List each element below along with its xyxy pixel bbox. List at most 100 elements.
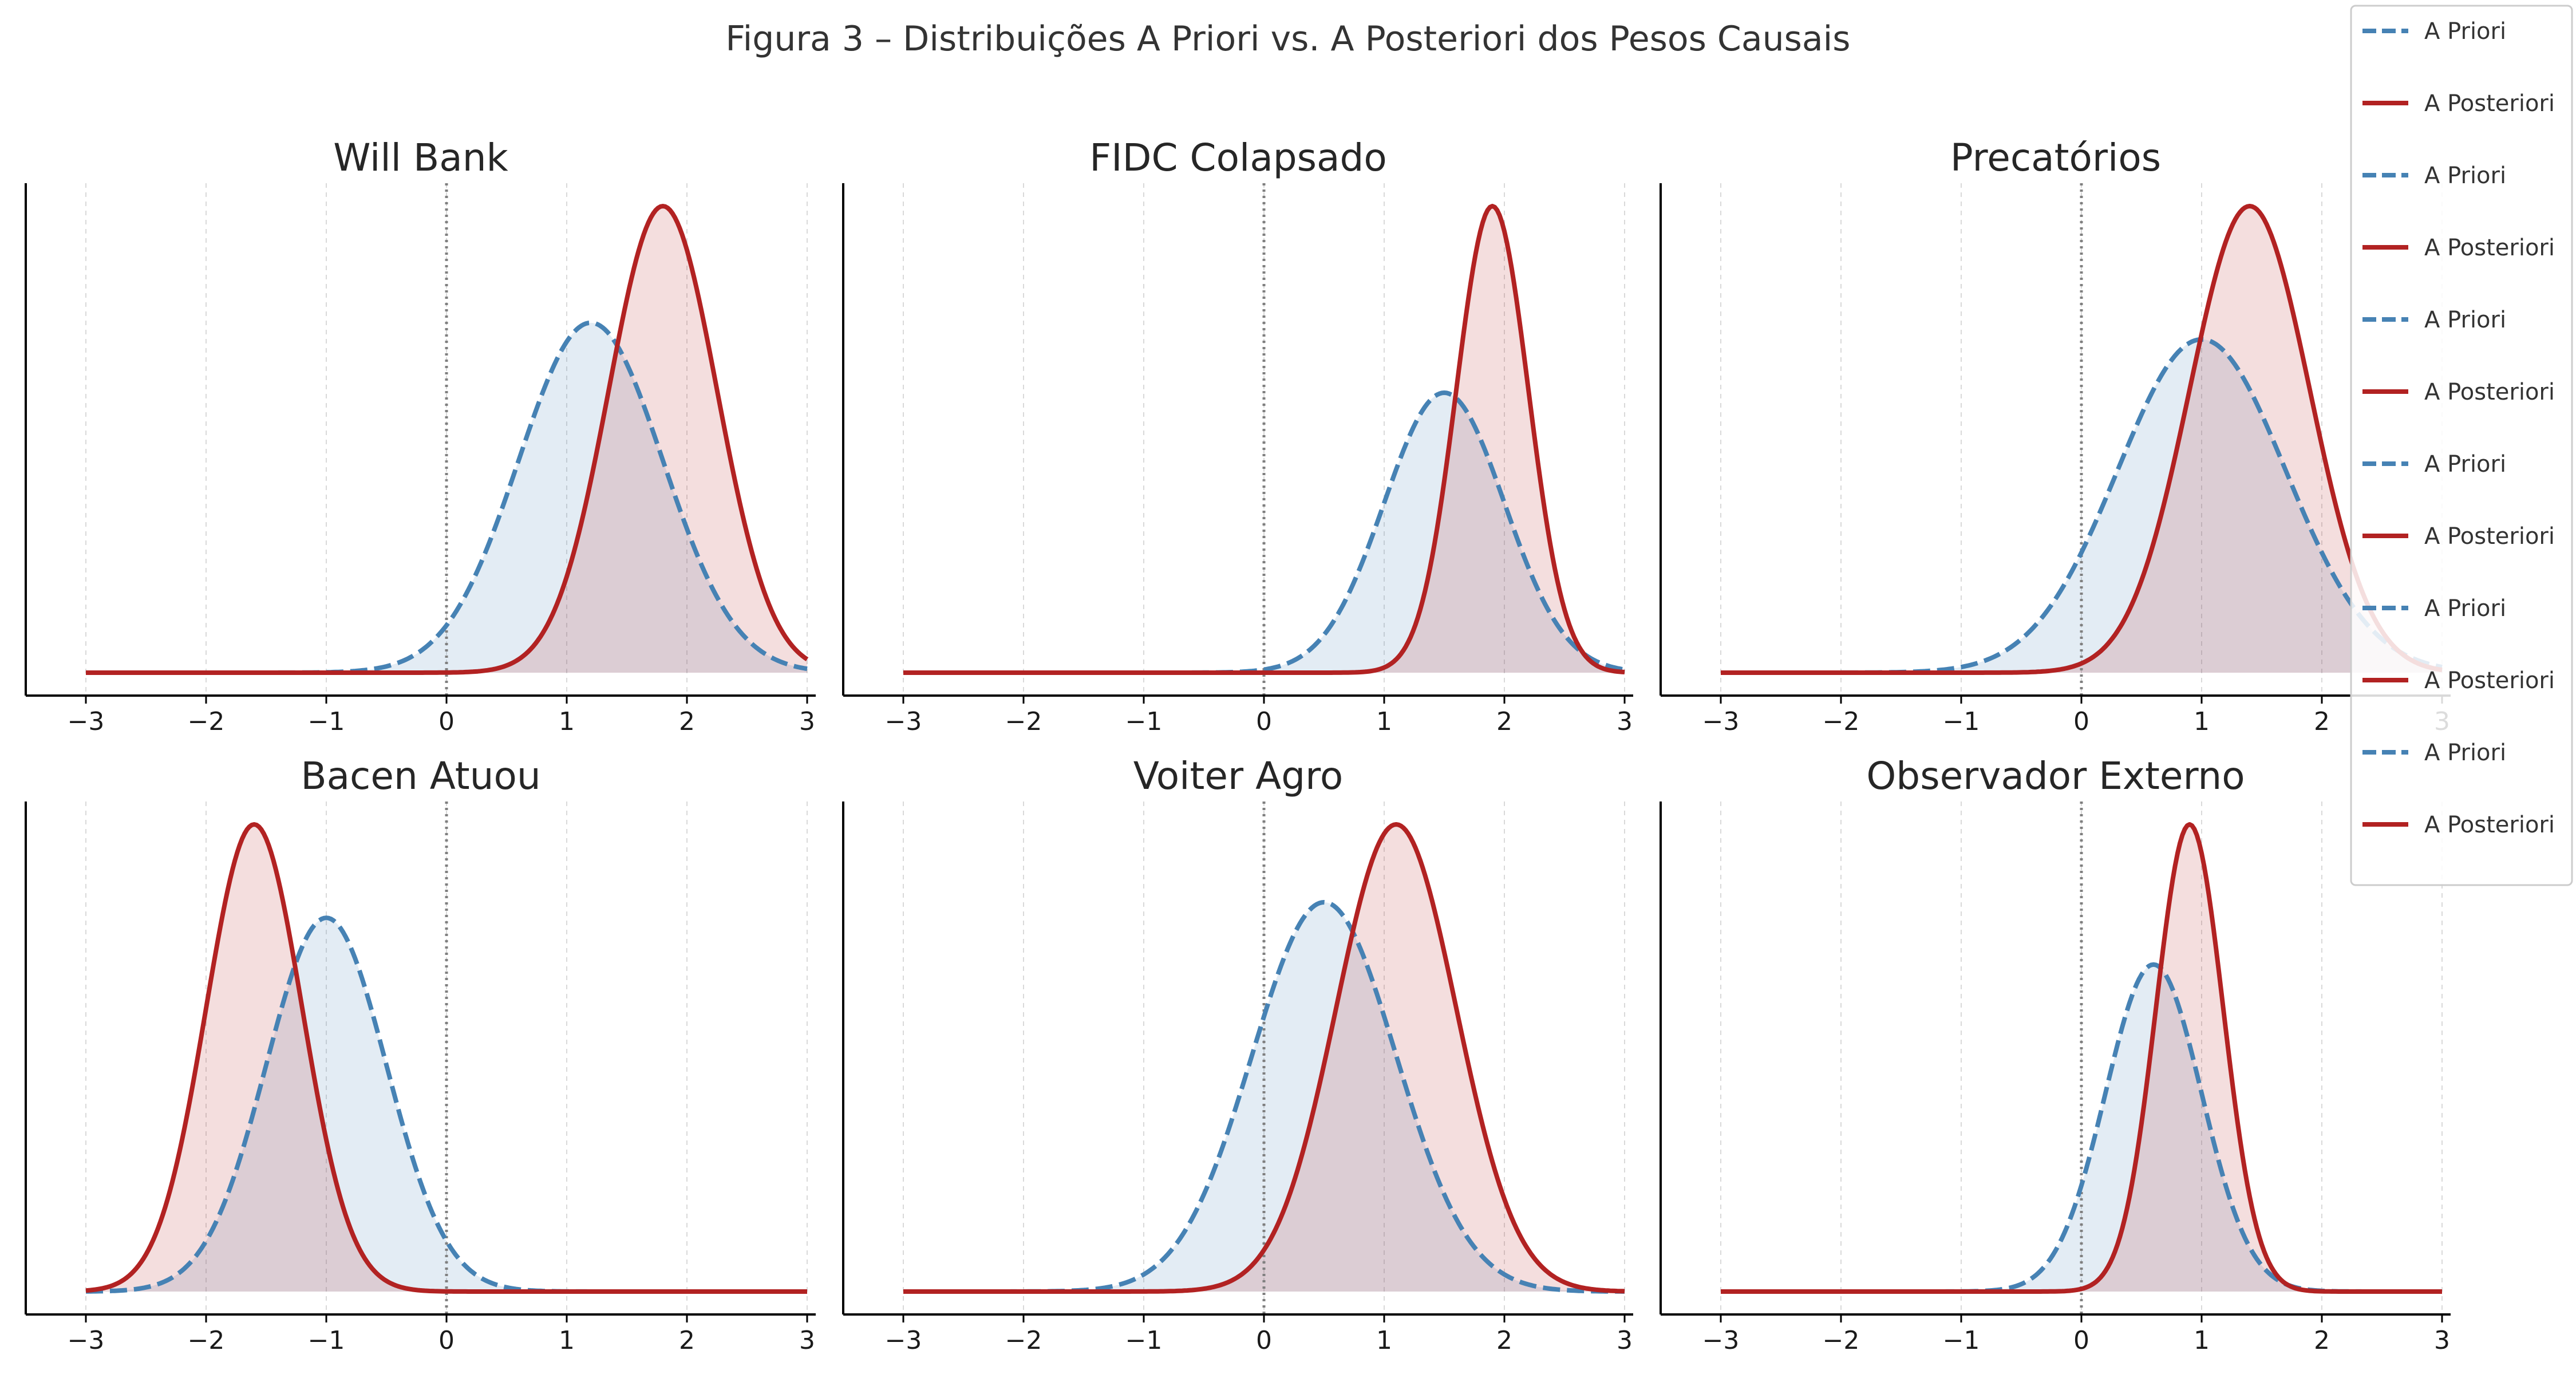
posterior-curve — [86, 204, 809, 675]
legend-entry: A Posteriori — [2362, 668, 2555, 694]
subplot-5: −3 −2 −1 0 1 2 3 Voiter Agro — [842, 754, 1633, 1355]
posterior-area — [86, 206, 807, 673]
subplot-title: Observador Externo — [1866, 754, 2245, 798]
subplot-3: −3−2−10123Precatórios — [1660, 136, 2451, 736]
legend-label: A Priori — [2424, 740, 2506, 766]
legend-label: A Priori — [2424, 307, 2506, 333]
x-tick-label: 3 — [2434, 1326, 2450, 1355]
x-tick-label: −1 — [1125, 1326, 1163, 1355]
x-tick-label: 2 — [1496, 1326, 1512, 1355]
subplot-title: FIDC Colapsado — [1089, 136, 1387, 180]
prior-area — [1721, 339, 2442, 673]
subplot-grid: −3 −2 −1 0 1 2 3 Will Bank −3 −2 −1 0 1 2 3 FIDC Colaps… — [25, 136, 2451, 1355]
posterior-area — [86, 824, 807, 1292]
posterior-area — [903, 206, 1625, 673]
posterior-curve — [1721, 822, 2442, 1294]
x-tick-label: 2 — [679, 1326, 695, 1355]
x-tick-label: 3 — [799, 1326, 815, 1355]
legend-label: A Posteriori — [2424, 235, 2555, 261]
prior-area — [86, 918, 807, 1292]
posterior-area — [903, 824, 1625, 1292]
legend-entry: A Posteriori — [2362, 812, 2555, 838]
x-tick-label: −3 — [885, 1326, 922, 1355]
legend-entry: A Posteriori — [2362, 235, 2555, 261]
posterior-curve — [85, 822, 807, 1294]
x-tick-label: −1 — [308, 707, 345, 736]
x-tick-label: 1 — [559, 1326, 575, 1355]
x-tick-label: 0 — [1256, 1326, 1272, 1355]
legend-label: A Priori — [2424, 163, 2506, 189]
posterior-curve — [903, 822, 1625, 1294]
x-tick-label: 0 — [438, 707, 455, 736]
x-tick-label: −3 — [1702, 1326, 1740, 1355]
legend-entry: A Posteriori — [2362, 379, 2555, 405]
legend-label: A Posteriori — [2424, 379, 2555, 405]
subplot-1: −3 −2 −1 0 1 2 3 Will Bank — [25, 136, 816, 736]
prior-area — [903, 902, 1625, 1292]
legend-entry: A Priori — [2362, 163, 2506, 189]
x-tick-label: 0 — [1256, 707, 1272, 736]
x-tick-label: 1 — [2194, 707, 2210, 736]
x-tick-label: 2 — [2314, 1326, 2330, 1355]
x-tick-label: 1 — [559, 707, 575, 736]
x-tick-label: 3 — [799, 707, 815, 736]
legend-entry: A Priori — [2362, 18, 2506, 45]
x-tick-label: −1 — [1125, 707, 1163, 736]
x-tick-label: 3 — [1617, 707, 1633, 736]
legend-label: A Priori — [2424, 595, 2506, 622]
x-tick-label: 0 — [2073, 1326, 2089, 1355]
posterior-area — [1721, 206, 2442, 673]
subplot-6: −3 −2 −1 0 1 2 3 Observador Externo — [1660, 754, 2451, 1355]
legend-label: A Priori — [2424, 451, 2506, 477]
x-tick-label: −3 — [68, 1326, 105, 1355]
legend: A Priori A Posteriori A Priori A Posteriori… — [2350, 5, 2573, 886]
subplot-title: Precatórios — [1950, 136, 2161, 180]
figure-title: Figura 3 – Distribuições A Priori vs. A … — [725, 19, 1850, 59]
x-tick-label: −1 — [1943, 1326, 1980, 1355]
subplot-title: Bacen Atuou — [301, 754, 540, 798]
subplot-title: Will Bank — [333, 136, 508, 180]
subplot-2: −3 −2 −1 0 1 2 3 FIDC Colapsado — [842, 136, 1633, 736]
legend-label: A Posteriori — [2424, 90, 2555, 117]
legend-entry: A Priori — [2362, 595, 2506, 622]
legend-entry: A Posteriori — [2362, 90, 2555, 117]
x-tick-label: −3 — [1702, 707, 1740, 736]
subplot-4: −3 −2 −1 0 1 2 3 Bacen Atuou — [25, 754, 816, 1355]
x-tick-label: −1 — [308, 1326, 345, 1355]
legend-label: A Posteriori — [2424, 668, 2555, 694]
x-tick-label: 3 — [1617, 1326, 1633, 1355]
x-tick-label: −3 — [885, 707, 922, 736]
x-tick-label: −2 — [188, 1326, 225, 1355]
legend-entry: A Priori — [2362, 451, 2506, 477]
legend-label: A Posteriori — [2424, 523, 2555, 550]
x-tick-label: 0 — [438, 1326, 455, 1355]
x-tick-label: −2 — [1005, 1326, 1042, 1355]
subplot-title: Voiter Agro — [1133, 754, 1343, 798]
legend-entry: A Priori — [2362, 740, 2506, 766]
legend-entry: A Posteriori — [2362, 523, 2555, 550]
legend-label: A Posteriori — [2424, 812, 2555, 838]
posterior-curve — [1721, 204, 2443, 675]
x-tick-label: −1 — [1943, 707, 1980, 736]
x-tick-label: 2 — [1496, 707, 1512, 736]
x-tick-label: −2 — [1005, 707, 1042, 736]
x-tick-label: 1 — [1376, 1326, 1392, 1355]
prior-area — [86, 322, 807, 673]
prior-area — [903, 393, 1625, 673]
x-tick-label: 0 — [2073, 707, 2089, 736]
posterior-curve — [903, 204, 1625, 675]
legend-frame — [2350, 5, 2573, 886]
x-tick-label: 1 — [2194, 1326, 2210, 1355]
legend-entry: A Priori — [2362, 307, 2506, 333]
x-tick-label: −2 — [1823, 707, 1860, 736]
x-tick-label: 2 — [679, 707, 695, 736]
x-tick-label: −2 — [1823, 1326, 1860, 1355]
legend-label: A Priori — [2424, 18, 2506, 45]
x-tick-label: 2 — [2314, 707, 2330, 736]
x-tick-label: 1 — [1376, 707, 1392, 736]
prior-area — [1721, 964, 2442, 1292]
x-tick-label: −2 — [188, 707, 225, 736]
x-tick-label: −3 — [68, 707, 105, 736]
